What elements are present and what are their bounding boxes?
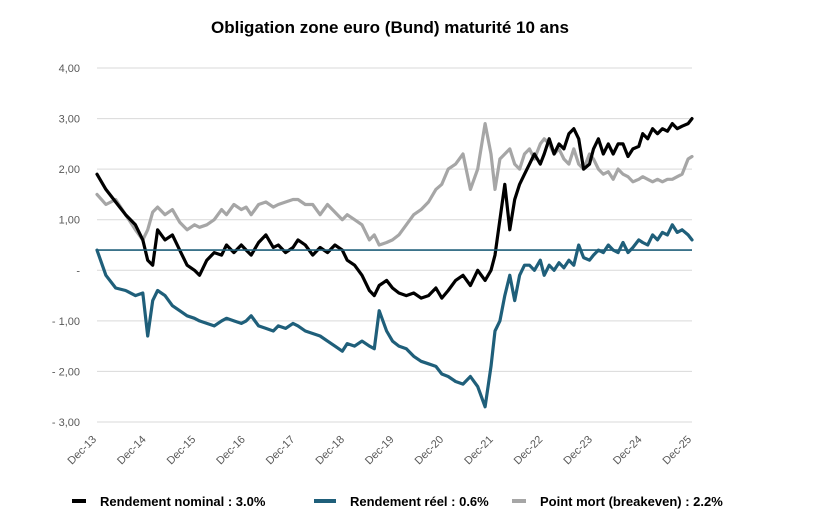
x-tick-label: Dec-25 xyxy=(661,434,695,468)
y-tick-label: - xyxy=(76,265,80,277)
x-tick-label: Dec-16 xyxy=(214,434,248,468)
y-tick-label: - 3,00 xyxy=(52,417,80,429)
legend-swatch-nominal xyxy=(72,499,86,503)
x-tick-label: Dec-15 xyxy=(165,434,199,468)
x-axis-labels: Dec-13 Dec-14 Dec-15 Dec-16 Dec-17 Dec-18 Dec-… xyxy=(66,434,695,468)
x-tick-label: Dec-13 xyxy=(66,434,100,468)
legend-item-nominal: Rendement nominal : 3.0% xyxy=(72,490,265,512)
legend-item-breakeven: Point mort (breakeven) : 2.2% xyxy=(512,490,723,512)
y-axis-labels: 4,00 3,00 2,00 1,00 - - 1,00 - 2,00 - 3,00 xyxy=(52,63,80,429)
legend-item-real: Rendement réel : 0.6% xyxy=(314,490,489,512)
x-tick-label: Dec-21 xyxy=(462,434,496,468)
y-tick-label: 2,00 xyxy=(59,164,80,176)
grid-layer xyxy=(97,67,692,423)
x-tick-label: Dec-22 xyxy=(512,434,546,468)
y-tick-label: - 2,00 xyxy=(52,366,80,378)
x-tick-label: Dec-19 xyxy=(363,434,397,468)
x-tick-label: Dec-20 xyxy=(413,434,447,468)
chart-title: Obligation zone euro (Bund) maturité 10 … xyxy=(211,18,569,37)
y-tick-label: 4,00 xyxy=(59,63,80,75)
series-layer xyxy=(95,116,694,409)
x-tick-label: Dec-18 xyxy=(313,434,347,468)
x-tick-label: Dec-14 xyxy=(115,434,149,468)
legend-swatch-real xyxy=(314,499,336,503)
legend-label-nominal: Rendement nominal : 3.0% xyxy=(100,493,266,509)
series-line-breakeven xyxy=(95,121,694,247)
y-tick-label: - 1,00 xyxy=(52,316,80,328)
x-tick-label: Dec-17 xyxy=(264,434,298,468)
y-tick-label: 3,00 xyxy=(59,114,80,126)
legend-label-real: Rendement réel : 0.6% xyxy=(350,493,489,509)
x-tick-label: Dec-23 xyxy=(561,434,595,468)
x-tick-label: Dec-24 xyxy=(611,434,645,468)
legend-swatch-breakeven xyxy=(512,499,526,503)
series-line-nominal xyxy=(95,116,694,300)
y-tick-label: 1,00 xyxy=(59,215,80,227)
legend-label-breakeven: Point mort (breakeven) : 2.2% xyxy=(540,493,723,509)
series-line-real xyxy=(95,223,694,409)
line-chart: 4,00 3,00 2,00 1,00 - - 1,00 - 2,00 - 3,00 Dec-… xyxy=(52,63,695,468)
